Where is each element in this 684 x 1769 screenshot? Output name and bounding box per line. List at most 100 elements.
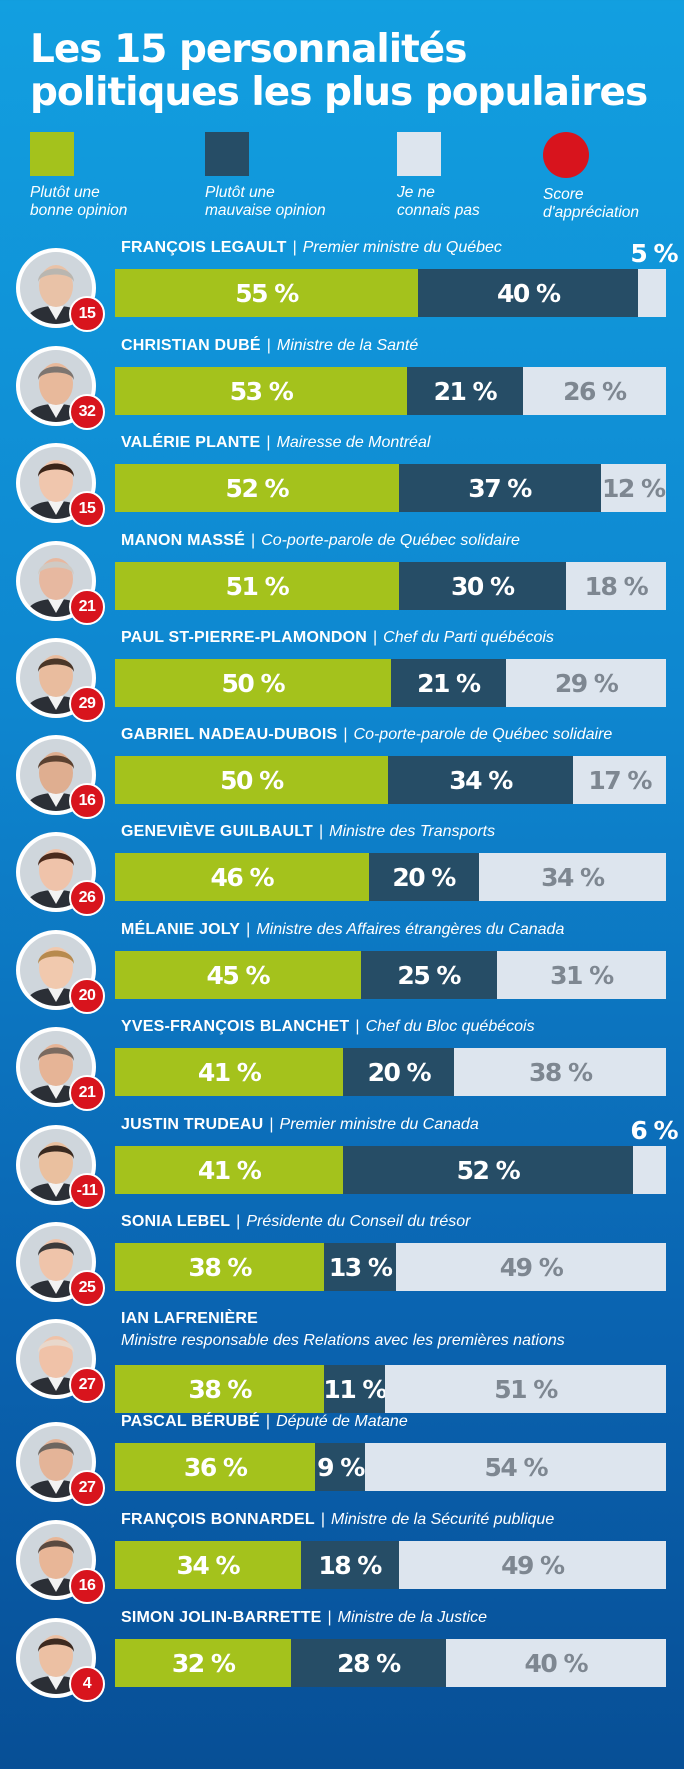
bar-segment-good: 32 % bbox=[115, 1639, 292, 1687]
person-role: Ministre des Affaires étrangères du Cana… bbox=[256, 921, 565, 938]
person-row: 26 GENEVIÈVE GUILBAULT | Ministre des Trans… bbox=[0, 822, 684, 920]
separator: | bbox=[246, 921, 251, 938]
legend-item-unknown: Je ne connais pas bbox=[397, 132, 567, 220]
person-role: Premier ministre du Canada bbox=[279, 1116, 479, 1133]
bar-segment-bad: 21 % bbox=[390, 659, 507, 707]
bar-segment-good: 45 % bbox=[115, 951, 361, 999]
bar-segment-unknown: 29 % bbox=[506, 659, 666, 707]
person-header: PASCAL BÉRUBÉ | Député de Matane bbox=[121, 1412, 681, 1432]
bar-segment-unknown: 51 % bbox=[384, 1365, 666, 1413]
stacked-bar: 41 % 20 % 38 % bbox=[115, 1048, 666, 1096]
separator: | bbox=[318, 823, 324, 840]
bar-segment-unknown: 12 % bbox=[600, 464, 666, 512]
bar-segment-unknown: 40 % bbox=[445, 1639, 666, 1687]
person-name: FRANÇOIS LEGAULT bbox=[121, 239, 287, 256]
person-role: Mairesse de Montréal bbox=[276, 434, 431, 451]
legend-label-bad-1: Plutôt une bbox=[205, 184, 275, 201]
person-row: -11 JUSTIN TRUDEAU | Premier ministre du Ca… bbox=[0, 1115, 684, 1213]
person-name: PAUL ST-PIERRE-PLAMONDON bbox=[121, 629, 367, 646]
separator: | bbox=[292, 239, 297, 256]
legend-swatch-score bbox=[543, 132, 589, 178]
portrait-avatar bbox=[16, 541, 96, 621]
bar-segment-bad: 18 % bbox=[300, 1541, 399, 1589]
person-role: Chef du Parti québécois bbox=[383, 629, 554, 646]
person-header: SIMON JOLIN-BARRETTE | Ministre de la Just… bbox=[121, 1608, 681, 1628]
score-badge: -11 bbox=[69, 1173, 105, 1209]
separator: | bbox=[250, 532, 256, 549]
person-row: 16 GABRIEL NADEAU-DUBOIS | Co-porte-parole … bbox=[0, 725, 684, 823]
title-line-2: politiques les plus populaires bbox=[30, 70, 648, 115]
legend-item-score: Score d'appréciation bbox=[543, 132, 684, 222]
separator: | bbox=[355, 1018, 360, 1035]
person-row: 20 MÉLANIE JOLY | Ministre des Affaires étr… bbox=[0, 920, 684, 1018]
person-row: 4 SIMON JOLIN-BARRETTE | Ministre de la Jus… bbox=[0, 1608, 684, 1706]
person-header: JUSTIN TRUDEAU | Premier ministre du Canad… bbox=[121, 1115, 681, 1135]
person-row: 16 FRANÇOIS BONNARDEL | Ministre de la Sécu… bbox=[0, 1510, 684, 1608]
bar-segment-bad: 34 % bbox=[387, 756, 574, 804]
bar-segment-good: 46 % bbox=[115, 853, 369, 901]
person-role: Ministre de la Santé bbox=[276, 337, 419, 354]
person-name: GABRIEL NADEAU-DUBOIS bbox=[121, 726, 338, 743]
bar-label-unknown: 6 % bbox=[630, 1116, 678, 1145]
person-name: CHRISTIAN DUBÉ bbox=[121, 337, 261, 354]
bar-segment-good: 34 % bbox=[115, 1541, 301, 1589]
stacked-bar: 50 % 34 % 17 % bbox=[115, 756, 666, 804]
score-badge: 27 bbox=[69, 1470, 105, 1506]
person-row: 15 VALÉRIE PLANTE | Mairesse de Montréal 52 … bbox=[0, 433, 684, 531]
stacked-bar: 32 % 28 % 40 % bbox=[115, 1639, 666, 1687]
person-role: Présidente du Conseil du trésor bbox=[246, 1213, 471, 1230]
person-role: Ministre des Transports bbox=[329, 823, 496, 840]
person-name: GENEVIÈVE GUILBAULT bbox=[121, 823, 313, 840]
person-row: 29 PAUL ST-PIERRE-PLAMONDON | Chef du Parti… bbox=[0, 628, 684, 726]
person-header: FRANÇOIS LEGAULT | Premier ministre du Qué… bbox=[121, 238, 681, 258]
separator: | bbox=[320, 1511, 325, 1528]
bar-segment-unknown: 38 % bbox=[454, 1048, 666, 1096]
score-badge: 29 bbox=[69, 686, 105, 722]
score-badge: 16 bbox=[69, 783, 105, 819]
bar-segment-bad: 11 % bbox=[324, 1365, 385, 1413]
separator: | bbox=[265, 1413, 271, 1430]
person-role: Ministre de la Justice bbox=[337, 1609, 487, 1626]
legend-label-unknown-1: Je ne bbox=[397, 184, 435, 201]
person-row: 25 SONIA LEBEL | Présidente du Conseil du t… bbox=[0, 1212, 684, 1310]
score-badge: 20 bbox=[69, 978, 105, 1014]
bar-segment-unknown bbox=[632, 1146, 666, 1194]
legend-label-unknown-2: connais pas bbox=[397, 202, 480, 219]
person-name: VALÉRIE PLANTE bbox=[121, 434, 261, 451]
stacked-bar: 51 % 30 % 18 % bbox=[115, 562, 666, 610]
legend-label-good-1: Plutôt une bbox=[30, 184, 100, 201]
bar-segment-good: 50 % bbox=[115, 659, 391, 707]
legend-item-bad: Plutôt une mauvaise opinion bbox=[205, 132, 375, 220]
person-header: MANON MASSÉ | Co-porte-parole de Québec so… bbox=[121, 531, 681, 551]
stacked-bar: 55 % 40 % bbox=[115, 269, 666, 317]
bar-segment-unknown: 31 % bbox=[496, 951, 666, 999]
score-badge: 25 bbox=[69, 1270, 105, 1306]
legend-label-score-2: d'appréciation bbox=[543, 204, 640, 221]
score-badge: 21 bbox=[69, 1075, 105, 1111]
score-badge: 26 bbox=[69, 880, 105, 916]
person-header: GABRIEL NADEAU-DUBOIS | Co-porte-parole de… bbox=[121, 725, 681, 745]
bar-segment-unknown: 18 % bbox=[565, 562, 666, 610]
score-badge: 4 bbox=[69, 1666, 105, 1702]
person-name: SONIA LEBEL bbox=[121, 1213, 231, 1230]
bar-segment-bad: 21 % bbox=[407, 367, 523, 415]
bar-segment-good: 36 % bbox=[115, 1443, 316, 1491]
person-name: FRANÇOIS BONNARDEL bbox=[121, 1511, 315, 1528]
legend-label-score-1: Score bbox=[543, 186, 584, 203]
person-name: PASCAL BÉRUBÉ bbox=[121, 1413, 260, 1430]
separator: | bbox=[266, 434, 271, 451]
stacked-bar: 52 % 37 % 12 % bbox=[115, 464, 666, 512]
stacked-bar: 34 % 18 % 49 % bbox=[115, 1541, 666, 1589]
stacked-bar: 46 % 20 % 34 % bbox=[115, 853, 666, 901]
bar-segment-unknown bbox=[638, 269, 666, 317]
bar-segment-bad: 20 % bbox=[368, 853, 479, 901]
bar-segment-bad: 37 % bbox=[398, 464, 601, 512]
person-header: MÉLANIE JOLY | Ministre des Affaires étran… bbox=[121, 920, 681, 940]
score-badge: 27 bbox=[69, 1367, 105, 1403]
separator: | bbox=[327, 1609, 332, 1626]
person-row: 15 FRANÇOIS LEGAULT | Premier ministre du Q… bbox=[0, 238, 684, 336]
bar-segment-good: 53 % bbox=[115, 367, 407, 415]
bar-segment-good: 52 % bbox=[115, 464, 399, 512]
bar-segment-good: 41 % bbox=[115, 1048, 344, 1096]
person-role: Député de Matane bbox=[276, 1413, 408, 1430]
